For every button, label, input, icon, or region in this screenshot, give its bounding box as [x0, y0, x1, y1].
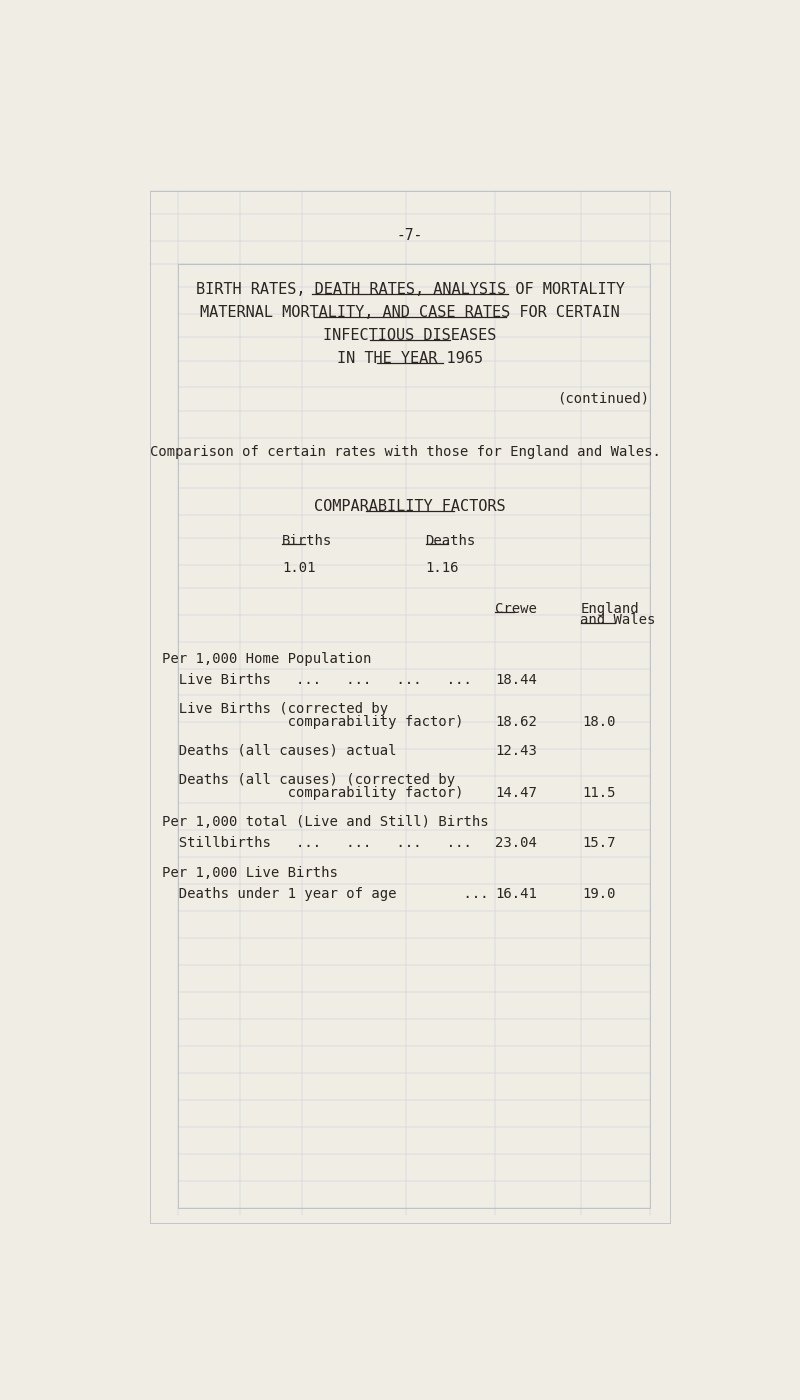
Text: -7-: -7-	[397, 228, 423, 244]
Text: 18.0: 18.0	[582, 714, 615, 728]
Text: IN THE YEAR 1965: IN THE YEAR 1965	[337, 351, 483, 367]
Text: (continued): (continued)	[558, 391, 650, 406]
Text: 23.04: 23.04	[495, 836, 537, 850]
Text: Crewe: Crewe	[495, 602, 537, 616]
Text: Deaths under 1 year of age        ...: Deaths under 1 year of age ...	[162, 888, 489, 902]
Text: 1.01: 1.01	[282, 560, 316, 574]
Text: comparability factor): comparability factor)	[162, 714, 463, 728]
Text: MATERNAL MORTALITY, AND CASE RATES FOR CERTAIN: MATERNAL MORTALITY, AND CASE RATES FOR C…	[200, 305, 620, 321]
Text: 18.62: 18.62	[495, 714, 537, 728]
Text: England: England	[581, 602, 639, 616]
Text: BIRTH RATES, DEATH RATES, ANALYSIS OF MORTALITY: BIRTH RATES, DEATH RATES, ANALYSIS OF MO…	[195, 281, 625, 297]
Text: and Wales: and Wales	[581, 613, 656, 627]
Bar	[150, 192, 670, 1224]
Bar	[178, 265, 650, 1207]
Text: Comparison of certain rates with those for England and Wales.: Comparison of certain rates with those f…	[150, 445, 662, 459]
Text: 18.44: 18.44	[495, 673, 537, 687]
Text: 19.0: 19.0	[582, 888, 615, 902]
Text: Per 1,000 Home Population: Per 1,000 Home Population	[162, 651, 371, 665]
Text: 16.41: 16.41	[495, 888, 537, 902]
Text: 1.16: 1.16	[426, 560, 459, 574]
Text: 11.5: 11.5	[582, 785, 615, 799]
Text: 15.7: 15.7	[582, 836, 615, 850]
Text: COMPARABILITY FACTORS: COMPARABILITY FACTORS	[314, 500, 506, 514]
Text: Per 1,000 total (Live and Still) Births: Per 1,000 total (Live and Still) Births	[162, 815, 489, 829]
Text: 14.47: 14.47	[495, 785, 537, 799]
Text: Stillbirths   ...   ...   ...   ...: Stillbirths ... ... ... ...	[162, 836, 472, 850]
Text: Births: Births	[282, 533, 332, 547]
Text: Live Births (corrected by: Live Births (corrected by	[162, 703, 388, 717]
Text: INFECTIOUS DISEASES: INFECTIOUS DISEASES	[323, 328, 497, 343]
Text: 12.43: 12.43	[495, 743, 537, 757]
Text: Deaths (all causes) actual: Deaths (all causes) actual	[162, 743, 397, 757]
Text: Live Births   ...   ...   ...   ...: Live Births ... ... ... ...	[162, 673, 472, 687]
Text: Per 1,000 Live Births: Per 1,000 Live Births	[162, 865, 338, 879]
Text: Deaths: Deaths	[426, 533, 476, 547]
Text: Deaths (all causes) (corrected by: Deaths (all causes) (corrected by	[162, 773, 455, 787]
Text: comparability factor): comparability factor)	[162, 785, 463, 799]
